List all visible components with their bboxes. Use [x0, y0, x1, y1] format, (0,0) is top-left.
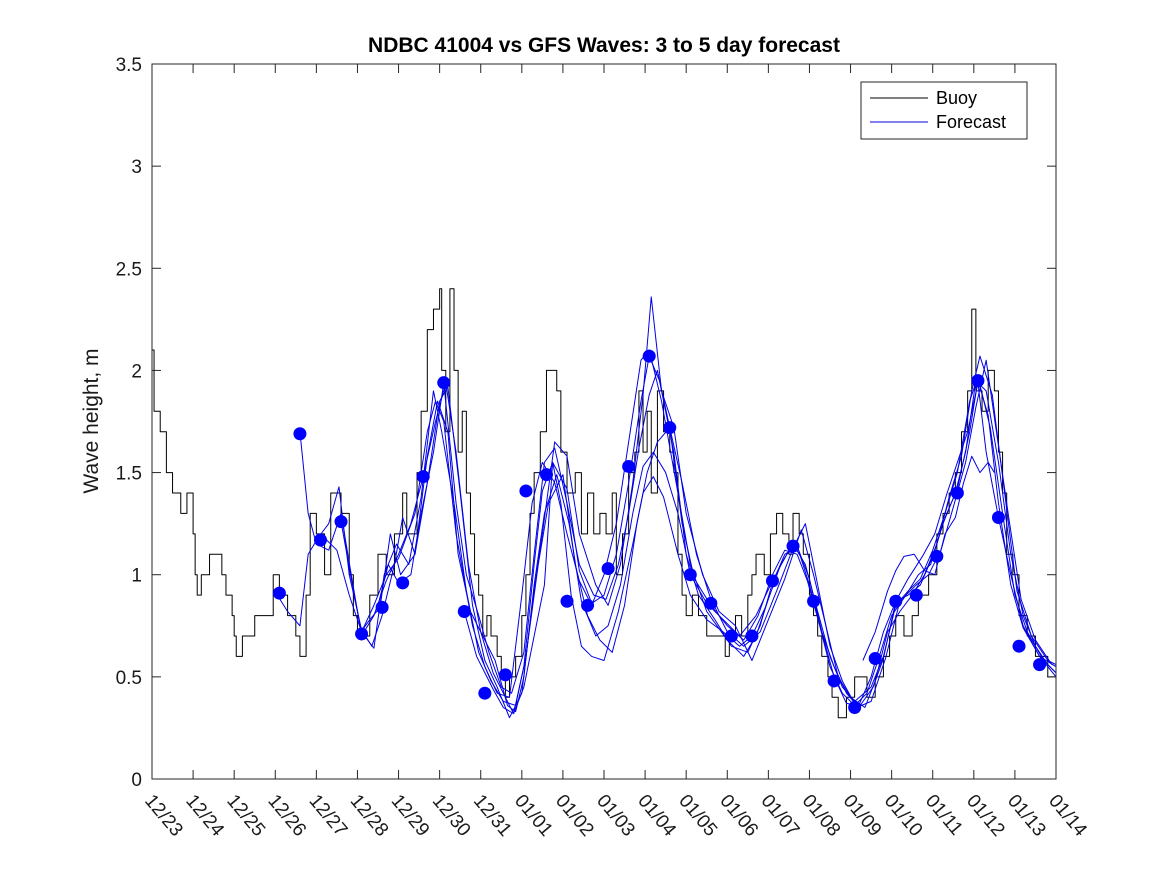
forecast-marker: [868, 651, 882, 665]
chart-title: NDBC 41004 vs GFS Waves: 3 to 5 day fore…: [368, 34, 840, 57]
forecast-series-line-6: [377, 369, 1056, 706]
forecast-marker: [622, 459, 636, 473]
forecast-marker: [560, 594, 574, 608]
forecast-marker: [313, 533, 327, 547]
forecast-marker: [663, 421, 677, 435]
forecast-marker: [642, 349, 656, 363]
legend-forecast-label: Forecast: [936, 112, 1006, 132]
forecast-marker: [971, 374, 985, 388]
buoy-series-line: [152, 288, 1056, 719]
forecast-marker: [437, 376, 451, 390]
marker-layer: [272, 349, 1047, 714]
legend-buoy-label: Buoy: [936, 88, 977, 108]
forecast-marker: [991, 511, 1005, 525]
forecast-marker: [848, 701, 862, 714]
forecast-marker: [539, 468, 553, 482]
forecast-marker: [1033, 658, 1047, 672]
forecast-marker: [683, 568, 697, 582]
forecast-series-line-8: [862, 455, 995, 661]
forecast-marker: [930, 549, 944, 563]
y-tick-label: 3: [131, 157, 142, 178]
forecast-marker: [396, 576, 410, 590]
forecast-marker: [765, 574, 779, 588]
forecast-marker: [909, 588, 923, 602]
y-tick-label: 3.5: [116, 55, 142, 76]
forecast-marker: [478, 686, 492, 700]
forecast-marker: [601, 562, 615, 576]
forecast-marker: [334, 515, 348, 529]
forecast-series-line-5: [359, 382, 1056, 713]
forecast-marker: [704, 596, 718, 610]
y-tick-label: 2.5: [116, 259, 142, 280]
forecast-marker: [375, 600, 389, 614]
forecast-series-line-7: [463, 461, 767, 715]
forecast-marker: [786, 539, 800, 553]
forecast-marker: [498, 668, 512, 682]
forecast-marker: [355, 627, 369, 641]
forecast-marker: [745, 629, 759, 643]
y-axis-label: Wave height, m: [80, 348, 103, 493]
y-tick-label: 1.5: [116, 464, 142, 485]
forecast-marker: [519, 484, 533, 498]
forecast-marker: [807, 594, 821, 608]
y-axis: 0 0.5 1 1.5 2 2.5 3 3.5: [116, 55, 1056, 791]
forecast-marker: [457, 604, 471, 618]
forecast-marker: [827, 674, 841, 688]
forecast-marker: [724, 629, 738, 643]
forecast-marker: [293, 427, 307, 441]
forecast-marker: [1012, 639, 1026, 653]
forecast-marker: [416, 470, 430, 484]
y-tick-label: 1: [131, 566, 142, 587]
y-tick-label: 2: [131, 361, 142, 382]
forecast-marker: [272, 586, 286, 600]
forecast-marker: [889, 594, 903, 608]
legend: Buoy Forecast: [860, 81, 1028, 140]
forecast-marker: [950, 486, 964, 500]
forecast-marker: [581, 598, 595, 612]
legend-box: [860, 81, 1028, 140]
y-tick-label: 0: [131, 770, 142, 791]
y-tick-label: 0.5: [116, 668, 142, 689]
